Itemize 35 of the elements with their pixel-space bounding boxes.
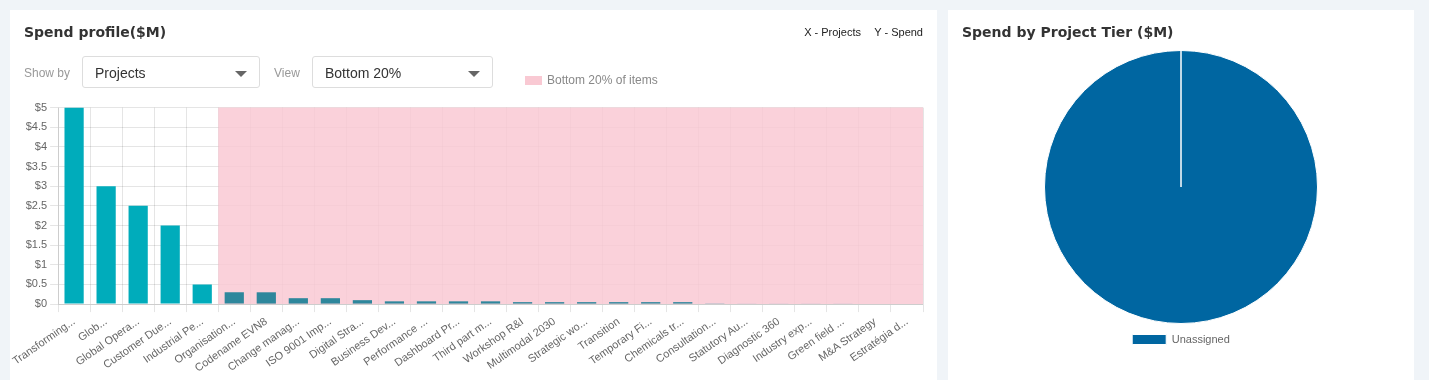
bar [288, 298, 308, 304]
dropdown: Projects [82, 56, 260, 88]
bar [192, 284, 212, 304]
y-tick-label: $4 [34, 139, 48, 152]
y-axis-title: Y - Spend [874, 26, 923, 38]
chart-title: Spend profile($M) [24, 24, 167, 40]
bar [256, 292, 276, 304]
y-tick-label: $1.5 [25, 238, 48, 251]
bar [480, 301, 501, 304]
y-tick-label: $2 [34, 218, 48, 231]
legend-label: Bottom 20% of items [547, 73, 658, 87]
y-tick-label: $3.5 [25, 159, 48, 172]
dropdown: Bottom 20% [312, 56, 493, 88]
bar [352, 300, 373, 304]
bar [448, 301, 469, 304]
legend-label: Unassigned [1171, 332, 1230, 345]
bar [320, 298, 340, 304]
bar [416, 301, 437, 304]
y-tick-label: $5 [34, 100, 48, 113]
text: View [274, 66, 300, 80]
text: Show by [24, 66, 71, 80]
y-tick-label: $1 [34, 257, 48, 270]
bar [96, 186, 116, 304]
y-tick-label: $3 [34, 179, 48, 192]
bar [224, 292, 244, 304]
bar [128, 205, 148, 304]
y-tick-label: $0.5 [25, 277, 48, 290]
x-axis-title: X - Projects [804, 26, 861, 38]
bar [160, 225, 180, 304]
y-tick-label: $4.5 [25, 120, 48, 133]
y-tick-label: $2.5 [25, 198, 48, 211]
bar [64, 107, 84, 304]
y-tick-label: $0 [34, 297, 48, 310]
chart-title: Spend by Project Tier ($M) [962, 24, 1174, 40]
bar [384, 301, 405, 304]
